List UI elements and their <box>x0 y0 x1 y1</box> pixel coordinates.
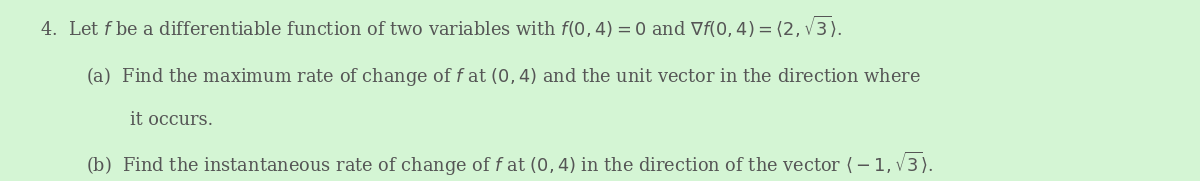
Text: (b)  Find the instantaneous rate of change of $f$ at $(0, 4)$ in the direction o: (b) Find the instantaneous rate of chang… <box>86 150 934 178</box>
Text: 4.  Let $f$ be a differentiable function of two variables with $f(0, 4) = 0$ and: 4. Let $f$ be a differentiable function … <box>40 14 841 39</box>
Text: it occurs.: it occurs. <box>130 111 212 129</box>
Text: (a)  Find the maximum rate of change of $f$ at $(0, 4)$ and the unit vector in t: (a) Find the maximum rate of change of $… <box>86 65 922 89</box>
